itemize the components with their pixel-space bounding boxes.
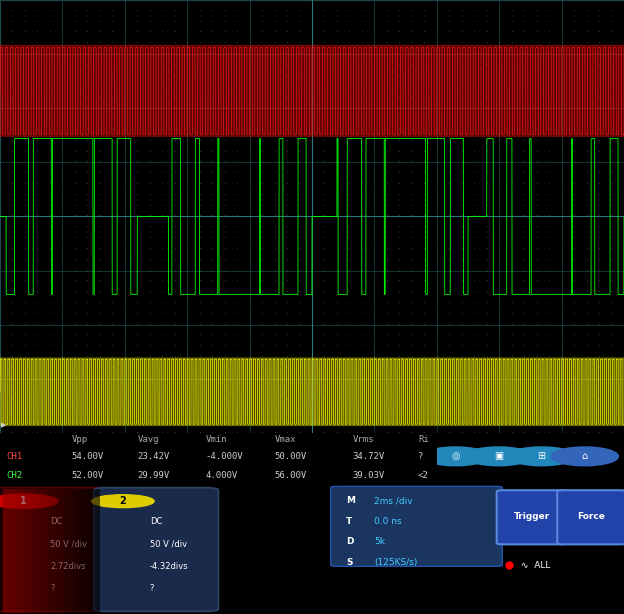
FancyBboxPatch shape	[94, 488, 218, 612]
Text: ◎: ◎	[451, 451, 460, 461]
Text: Vmax: Vmax	[275, 435, 296, 444]
Text: 1: 1	[21, 496, 27, 506]
Text: 23.42V: 23.42V	[137, 452, 170, 461]
FancyBboxPatch shape	[331, 486, 502, 566]
Text: ▶: ▶	[1, 422, 6, 428]
Circle shape	[92, 495, 154, 508]
Text: ▣: ▣	[494, 451, 503, 461]
Circle shape	[0, 494, 58, 508]
Text: ⊞: ⊞	[537, 451, 546, 461]
Text: M: M	[346, 496, 355, 505]
FancyBboxPatch shape	[0, 488, 112, 612]
Text: -4.000V: -4.000V	[206, 452, 243, 461]
Text: Ri: Ri	[418, 435, 429, 444]
Text: S: S	[346, 558, 353, 567]
Text: Vpp: Vpp	[72, 435, 88, 444]
Text: Force: Force	[578, 511, 605, 521]
Text: T: T	[346, 516, 353, 526]
Text: CH1: CH1	[6, 452, 22, 461]
Text: -4.32divs: -4.32divs	[150, 562, 188, 571]
Text: 54.00V: 54.00V	[72, 452, 104, 461]
Text: 56.00V: 56.00V	[275, 471, 307, 480]
Text: 4.000V: 4.000V	[206, 471, 238, 480]
Text: 34.72V: 34.72V	[353, 452, 385, 461]
Text: ⌂: ⌂	[582, 451, 588, 461]
Text: ?: ?	[50, 585, 54, 593]
Text: 50 V /div: 50 V /div	[50, 539, 87, 548]
Text: 50.00V: 50.00V	[275, 452, 307, 461]
Text: 39.03V: 39.03V	[353, 471, 385, 480]
Text: D: D	[346, 537, 354, 546]
FancyBboxPatch shape	[497, 490, 567, 545]
Text: 29.99V: 29.99V	[137, 471, 170, 480]
Text: 2.72divs: 2.72divs	[50, 562, 85, 571]
Text: ?: ?	[150, 585, 154, 593]
Circle shape	[551, 447, 618, 466]
Text: Trigger: Trigger	[514, 511, 550, 521]
Text: DC: DC	[150, 516, 162, 526]
Text: 2: 2	[120, 496, 126, 506]
Circle shape	[465, 447, 532, 466]
Text: 52.00V: 52.00V	[72, 471, 104, 480]
Circle shape	[422, 447, 489, 466]
Text: 50 V /div: 50 V /div	[150, 539, 187, 548]
Text: Vrms: Vrms	[353, 435, 374, 444]
Text: Vmin: Vmin	[206, 435, 227, 444]
Text: <2: <2	[418, 471, 429, 480]
Text: 5k: 5k	[374, 537, 386, 546]
Text: ∿  ALL: ∿ ALL	[521, 561, 550, 570]
Text: Vavg: Vavg	[137, 435, 158, 444]
Circle shape	[508, 447, 575, 466]
Text: 2ms /div: 2ms /div	[374, 496, 413, 505]
Text: ?: ?	[418, 452, 424, 461]
Text: 0.0 ns: 0.0 ns	[374, 516, 402, 526]
Text: (125KS/s): (125KS/s)	[374, 558, 418, 567]
Text: DC: DC	[50, 516, 62, 526]
Text: CH2: CH2	[6, 471, 22, 480]
FancyBboxPatch shape	[557, 490, 624, 545]
